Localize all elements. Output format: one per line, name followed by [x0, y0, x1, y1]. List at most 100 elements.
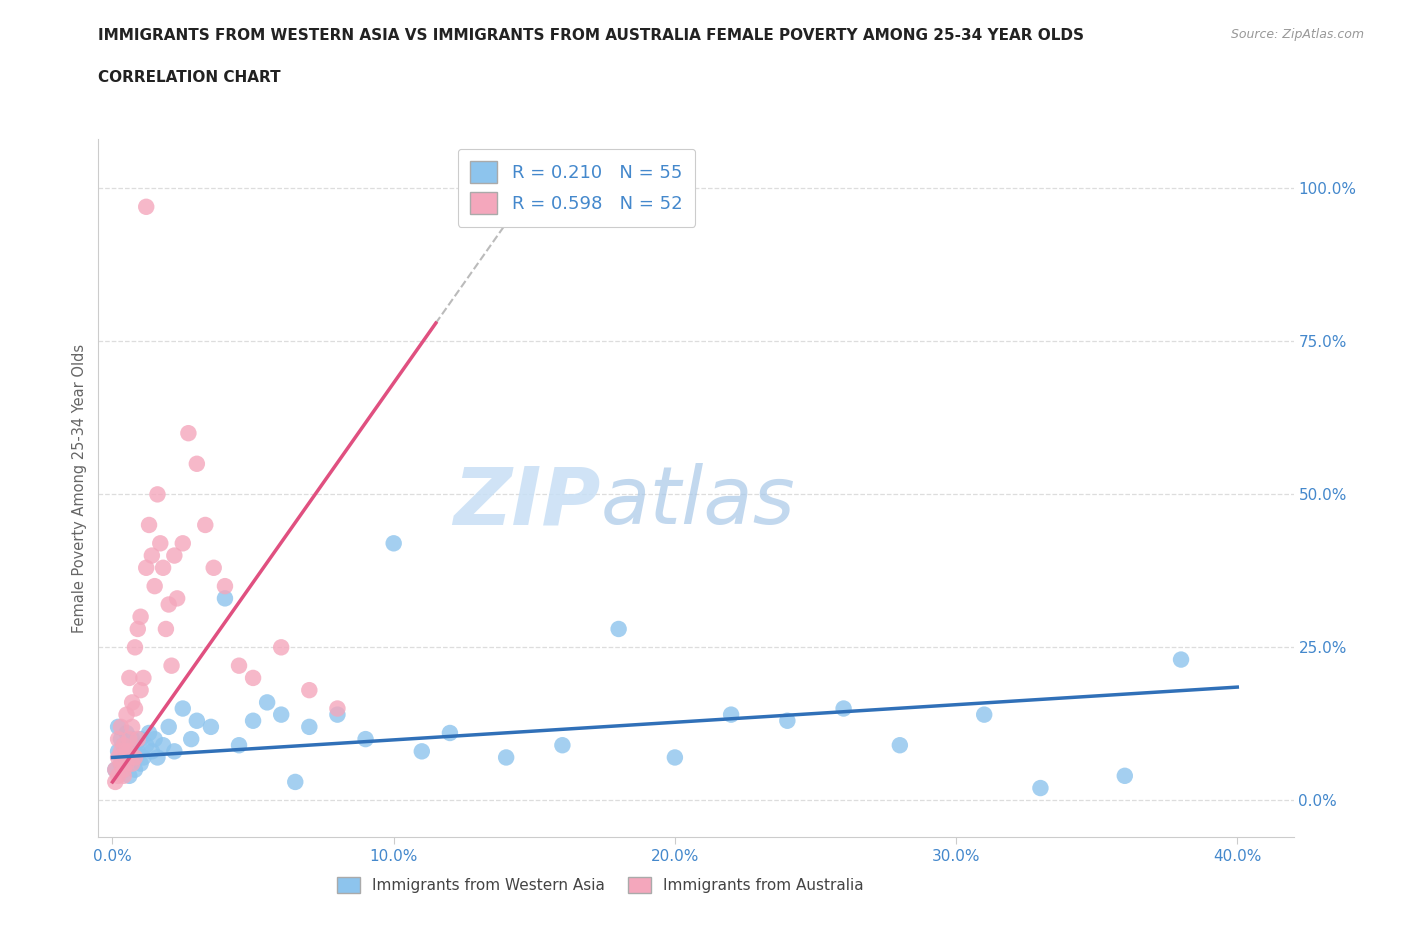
Point: [121, 695, 143, 710]
Point: [124, 750, 146, 764]
Point: [166, 591, 188, 605]
Point: [146, 487, 169, 502]
Point: [115, 756, 138, 771]
Point: [889, 737, 911, 752]
Point: [110, 756, 132, 771]
Point: [121, 750, 143, 764]
Point: [129, 756, 152, 771]
Point: [124, 737, 146, 752]
Legend: Immigrants from Western Asia, Immigrants from Australia: Immigrants from Western Asia, Immigrants…: [330, 870, 870, 899]
Point: [1114, 768, 1136, 783]
Point: [127, 744, 149, 759]
Point: [172, 701, 194, 716]
Point: [200, 720, 222, 735]
Point: [127, 732, 149, 747]
Point: [551, 737, 574, 752]
Point: [135, 737, 157, 752]
Point: [214, 591, 236, 605]
Point: [115, 707, 138, 722]
Point: [439, 725, 461, 740]
Point: [127, 621, 149, 636]
Point: [118, 732, 141, 747]
Point: [270, 707, 292, 722]
Text: CORRELATION CHART: CORRELATION CHART: [98, 70, 281, 85]
Point: [135, 199, 157, 214]
Point: [112, 737, 135, 752]
Y-axis label: Female Poverty Among 25-34 Year Olds: Female Poverty Among 25-34 Year Olds: [72, 344, 87, 632]
Point: [152, 737, 174, 752]
Point: [112, 737, 135, 752]
Point: [1029, 780, 1052, 795]
Point: [149, 536, 172, 551]
Point: [115, 725, 138, 740]
Text: ZIP: ZIP: [453, 463, 600, 541]
Text: atlas: atlas: [600, 463, 796, 541]
Point: [832, 701, 855, 716]
Point: [180, 732, 202, 747]
Point: [973, 707, 995, 722]
Point: [607, 621, 630, 636]
Point: [121, 756, 143, 771]
Text: Source: ZipAtlas.com: Source: ZipAtlas.com: [1230, 28, 1364, 41]
Point: [104, 775, 127, 790]
Point: [146, 750, 169, 764]
Point: [242, 713, 264, 728]
Point: [177, 426, 200, 441]
Point: [107, 768, 129, 783]
Point: [411, 744, 433, 759]
Point: [143, 578, 166, 593]
Point: [172, 536, 194, 551]
Point: [110, 744, 132, 759]
Point: [118, 744, 141, 759]
Point: [112, 763, 135, 777]
Point: [664, 750, 686, 764]
Point: [354, 732, 377, 747]
Text: IMMIGRANTS FROM WESTERN ASIA VS IMMIGRANTS FROM AUSTRALIA FEMALE POVERTY AMONG 2: IMMIGRANTS FROM WESTERN ASIA VS IMMIGRAN…: [98, 28, 1084, 43]
Point: [115, 756, 138, 771]
Point: [118, 744, 141, 759]
Point: [163, 744, 186, 759]
Point: [228, 737, 250, 752]
Point: [141, 744, 163, 759]
Point: [112, 750, 135, 764]
Point: [202, 561, 225, 576]
Point: [124, 701, 146, 716]
Point: [118, 768, 141, 783]
Point: [112, 768, 135, 783]
Point: [107, 744, 129, 759]
Point: [157, 720, 180, 735]
Point: [194, 517, 217, 532]
Point: [284, 775, 307, 790]
Point: [121, 720, 143, 735]
Point: [186, 713, 208, 728]
Point: [776, 713, 799, 728]
Point: [163, 548, 186, 563]
Point: [107, 732, 129, 747]
Point: [242, 671, 264, 685]
Point: [326, 707, 349, 722]
Point: [121, 732, 143, 747]
Point: [720, 707, 742, 722]
Point: [115, 744, 138, 759]
Point: [129, 732, 152, 747]
Point: [186, 457, 208, 472]
Point: [132, 671, 155, 685]
Point: [155, 621, 177, 636]
Point: [104, 763, 127, 777]
Point: [160, 658, 183, 673]
Point: [129, 609, 152, 624]
Point: [124, 763, 146, 777]
Point: [141, 548, 163, 563]
Point: [298, 720, 321, 735]
Point: [152, 561, 174, 576]
Point: [135, 561, 157, 576]
Point: [110, 732, 132, 747]
Point: [118, 671, 141, 685]
Point: [124, 640, 146, 655]
Point: [326, 701, 349, 716]
Point: [138, 517, 160, 532]
Point: [129, 683, 152, 698]
Point: [107, 750, 129, 764]
Point: [256, 695, 278, 710]
Point: [107, 720, 129, 735]
